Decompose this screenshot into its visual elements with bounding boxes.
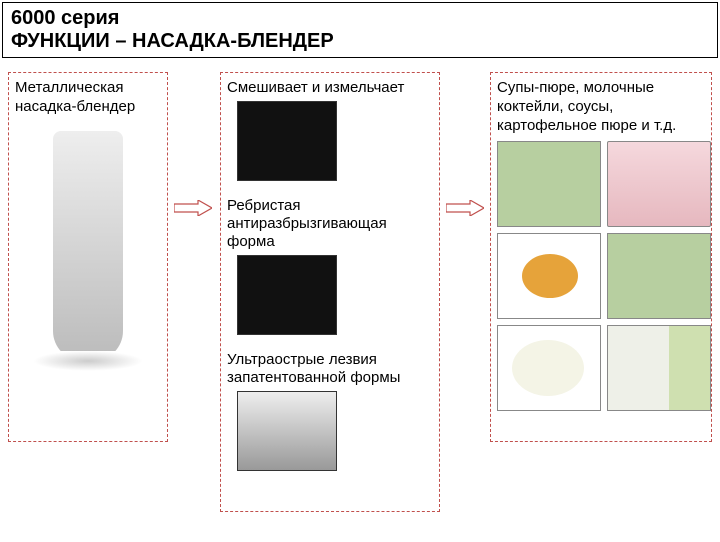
result-image [607, 141, 711, 227]
right-column-text: Супы-пюре, молочные коктейли, соусы, кар… [497, 79, 705, 135]
result-image [497, 325, 601, 411]
feature-1: Смешивает и измельчает [227, 79, 433, 181]
header-line-2: ФУНКЦИИ – НАСАДКА-БЛЕНДЕР [11, 30, 709, 53]
result-image [607, 233, 711, 319]
content-area: Металлическая насадка-блендер Смешивает … [0, 60, 720, 536]
feature-3-title: Ультраострые лезвия запатентованной форм… [227, 351, 433, 387]
feature-3: Ультраострые лезвия запатентованной форм… [227, 351, 433, 471]
column-right: Супы-пюре, молочные коктейли, соусы, кар… [490, 72, 712, 442]
feature-1-title: Смешивает и измельчает [227, 79, 433, 97]
result-images-grid [497, 141, 705, 411]
header: 6000 серия ФУНКЦИИ – НАСАДКА-БЛЕНДЕР [2, 2, 718, 58]
feature-3-image [237, 391, 337, 471]
arrow-icon [446, 200, 484, 216]
arrow-icon [174, 200, 212, 216]
result-image [607, 325, 711, 411]
feature-1-image [237, 101, 337, 181]
blender-attachment-image [53, 131, 123, 361]
result-image [497, 233, 601, 319]
header-line-1: 6000 серия [11, 7, 709, 30]
feature-2: Ребристая антиразбрызгивающая форма [227, 197, 433, 335]
left-column-text: Металлическая насадка-блендер [15, 79, 161, 117]
column-middle: Смешивает и измельчает Ребристая антираз… [220, 72, 440, 512]
column-left: Металлическая насадка-блендер [8, 72, 168, 442]
feature-2-image [237, 255, 337, 335]
result-image [497, 141, 601, 227]
feature-2-title: Ребристая антиразбрызгивающая форма [227, 197, 433, 251]
